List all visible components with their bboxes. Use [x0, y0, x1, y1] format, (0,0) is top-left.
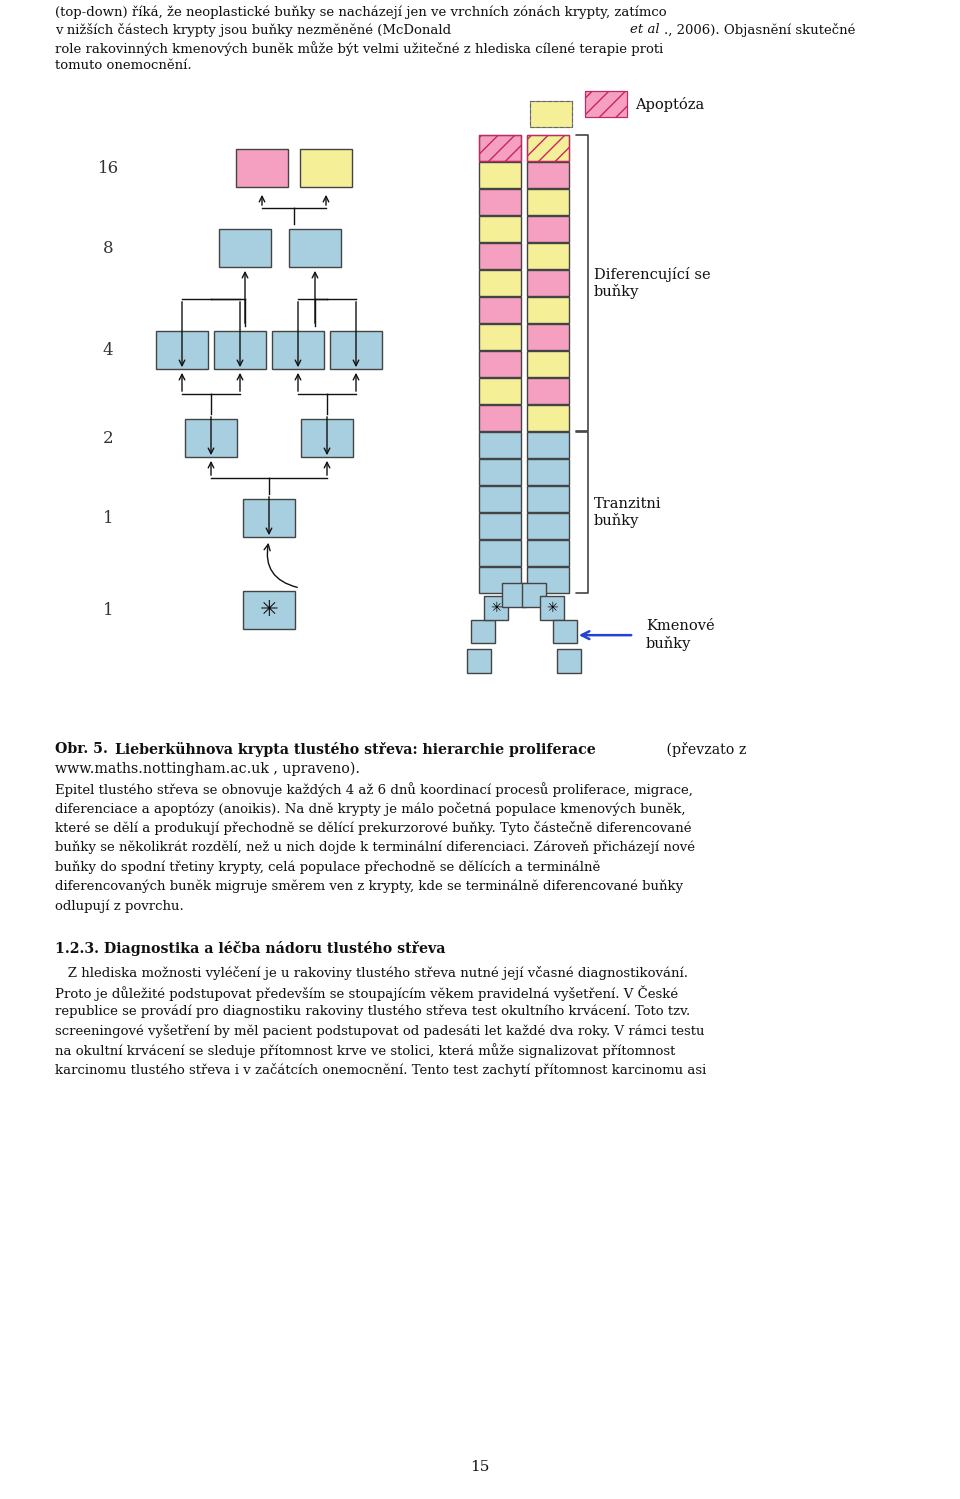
- Text: odlupují z povrchu.: odlupují z povrchu.: [55, 899, 183, 913]
- Text: buňky do spodní třetiny krypty, celá populace přechodně se dělících a terminálně: buňky do spodní třetiny krypty, celá pop…: [55, 860, 600, 874]
- Bar: [467, 649, 491, 673]
- Text: 1.2.3. Diagnostika a léčba nádoru tlustého střeva: 1.2.3. Diagnostika a léčba nádoru tlusté…: [55, 940, 445, 955]
- Bar: [479, 243, 521, 268]
- Text: 4: 4: [103, 342, 113, 358]
- Text: ., 2006). Objasnění skutečné: ., 2006). Objasnění skutečné: [664, 22, 855, 37]
- Bar: [479, 540, 521, 567]
- Bar: [479, 378, 521, 405]
- Text: které se dělí a produkují přechodně se dělící prekurzorové buňky. Tyto částečně : které se dělí a produkují přechodně se d…: [55, 821, 691, 835]
- Text: screeningové vyšetření by měl pacient podstupovat od padesáti let každé dva roky: screeningové vyšetření by měl pacient po…: [55, 1024, 705, 1037]
- Text: diferencovaných buněk migruje směrem ven z krypty, kde se terminálně diferencova: diferencovaných buněk migruje směrem ven…: [55, 880, 684, 893]
- Bar: [502, 583, 526, 607]
- Bar: [530, 100, 572, 127]
- Text: (top-down) říká, že neoplastické buňky se nacházejí jen ve vrchních zónách krypt: (top-down) říká, že neoplastické buňky s…: [55, 4, 666, 18]
- Bar: [527, 270, 569, 295]
- Bar: [236, 148, 288, 187]
- Text: Z hlediska možnosti vyléčení je u rakoviny tlustého střeva nutné její včasné dia: Z hlediska možnosti vyléčení je u rakovi…: [55, 965, 688, 979]
- Bar: [479, 135, 521, 160]
- Bar: [479, 513, 521, 540]
- Text: republice se provádí pro diagnostiku rakoviny tlustého střeva test okultního krv: republice se provádí pro diagnostiku rak…: [55, 1004, 690, 1018]
- Bar: [527, 405, 569, 432]
- Bar: [219, 229, 271, 267]
- Bar: [479, 162, 521, 187]
- Bar: [479, 567, 521, 594]
- Bar: [527, 135, 569, 160]
- Bar: [527, 297, 569, 322]
- Text: 16: 16: [97, 159, 119, 177]
- Bar: [243, 499, 295, 537]
- Bar: [530, 100, 572, 127]
- Text: ✳: ✳: [546, 601, 558, 615]
- Text: et al: et al: [630, 22, 660, 36]
- Bar: [479, 324, 521, 349]
- Bar: [214, 331, 266, 369]
- Text: Proto je důležité podstupovat především se stoupajícím věkem pravidelná vyšetřen: Proto je důležité podstupovat především …: [55, 985, 678, 1000]
- Bar: [479, 432, 521, 459]
- Bar: [527, 189, 569, 214]
- Text: role rakovinných kmenových buněk může být velmi užitečné z hlediska cílené terap: role rakovinných kmenových buněk může bý…: [55, 40, 663, 55]
- Text: 8: 8: [103, 240, 113, 256]
- Text: tomuto onemocnění.: tomuto onemocnění.: [55, 58, 192, 72]
- Bar: [527, 486, 569, 513]
- Bar: [479, 297, 521, 322]
- Bar: [479, 486, 521, 513]
- Bar: [527, 324, 569, 349]
- Text: 1: 1: [103, 510, 113, 526]
- Bar: [156, 331, 208, 369]
- Bar: [585, 91, 627, 117]
- Bar: [527, 216, 569, 241]
- Text: www.maths.nottingham.ac.uk , upraveno).: www.maths.nottingham.ac.uk , upraveno).: [55, 761, 360, 776]
- Text: karcinomu tlustého střeva i v začátcích onemocnění. Tento test zachytí přítomnos: karcinomu tlustého střeva i v začátcích …: [55, 1063, 707, 1076]
- Bar: [527, 459, 569, 486]
- Bar: [185, 420, 237, 457]
- Text: ✳: ✳: [260, 600, 278, 621]
- Bar: [527, 567, 569, 594]
- Text: 1: 1: [103, 601, 113, 619]
- Text: (převzato z: (převzato z: [662, 742, 746, 757]
- Bar: [330, 331, 382, 369]
- Text: ✳: ✳: [491, 601, 502, 615]
- Bar: [527, 378, 569, 405]
- Text: Apoptóza: Apoptóza: [635, 96, 705, 111]
- Text: na okultní krvácení se sleduje přítomnost krve ve stolici, která může signalizov: na okultní krvácení se sleduje přítomnos…: [55, 1043, 676, 1058]
- Bar: [553, 619, 577, 643]
- Bar: [527, 351, 569, 378]
- Bar: [527, 513, 569, 540]
- Bar: [527, 162, 569, 187]
- Bar: [289, 229, 341, 267]
- Bar: [479, 459, 521, 486]
- Bar: [479, 405, 521, 432]
- Bar: [484, 597, 508, 619]
- Bar: [522, 583, 546, 607]
- Bar: [479, 351, 521, 378]
- Text: Epitel tlustého střeva se obnovuje každých 4 až 6 dnů koordinací procesů prolife: Epitel tlustého střeva se obnovuje každý…: [55, 782, 693, 797]
- Text: buňky se několikrát rozdělí, než u nich dojde k terminální diferenciaci. Zároveň: buňky se několikrát rozdělí, než u nich …: [55, 841, 695, 854]
- Text: 15: 15: [470, 1460, 490, 1474]
- Text: diferenciace a apoptózy (anoikis). Na dně krypty je málo početná populace kmenov: diferenciace a apoptózy (anoikis). Na dn…: [55, 802, 685, 815]
- Bar: [557, 649, 581, 673]
- Text: Tranzitni
buňky: Tranzitni buňky: [594, 496, 661, 528]
- Text: 2: 2: [103, 430, 113, 447]
- Bar: [301, 420, 353, 457]
- Bar: [479, 135, 521, 160]
- Bar: [527, 432, 569, 459]
- Bar: [527, 135, 569, 160]
- Text: Kmenové
buňky: Kmenové buňky: [646, 619, 714, 651]
- Bar: [527, 243, 569, 268]
- Bar: [479, 270, 521, 295]
- Bar: [585, 91, 627, 117]
- Bar: [540, 597, 564, 619]
- Bar: [300, 148, 352, 187]
- Text: Obr. 5.: Obr. 5.: [55, 742, 108, 755]
- Bar: [471, 619, 495, 643]
- Bar: [272, 331, 324, 369]
- Text: v nižších částech krypty jsou buňky nezměněné (McDonald: v nižších částech krypty jsou buňky nezm…: [55, 22, 451, 37]
- Bar: [479, 189, 521, 214]
- Bar: [527, 540, 569, 567]
- Bar: [479, 216, 521, 241]
- Text: Diferencující se
buňky: Diferencující se buňky: [594, 267, 710, 300]
- Text: Lieberkühnova krypta tlustého střeva: hierarchie proliferace: Lieberkühnova krypta tlustého střeva: hi…: [115, 742, 596, 757]
- Bar: [243, 591, 295, 630]
